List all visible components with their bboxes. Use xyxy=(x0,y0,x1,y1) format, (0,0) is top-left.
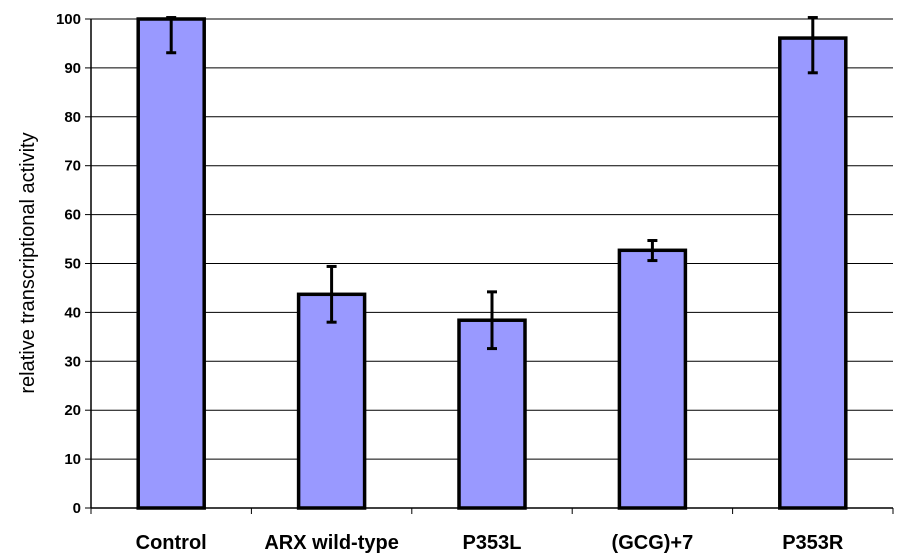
y-tick-label: 10 xyxy=(64,451,81,468)
y-axis-label: relative transcriptional activity xyxy=(17,132,39,393)
y-tick-label: 80 xyxy=(64,109,81,126)
y-tick-label: 30 xyxy=(64,353,81,370)
error-bars xyxy=(166,16,818,351)
bar-1 xyxy=(296,292,367,510)
y-tick-label: 0 xyxy=(73,500,81,517)
y-tick-label: 100 xyxy=(56,11,81,28)
y-tick-labels: 0 10 20 30 40 50 60 70 80 90 100 xyxy=(56,11,81,517)
y-tick-label: 60 xyxy=(64,207,81,224)
y-tick-label: 20 xyxy=(64,402,81,419)
y-tick-label: 40 xyxy=(64,304,81,321)
error-bar-3 xyxy=(647,239,658,263)
bar-4 xyxy=(778,36,848,510)
error-bar-0 xyxy=(166,16,177,55)
x-tick-label: (GCG)+7 xyxy=(612,532,694,554)
bar-0 xyxy=(136,17,206,510)
x-tick-label: ARX wild-type xyxy=(264,532,398,554)
y-tick-label: 90 xyxy=(64,60,81,77)
y-tick-label: 70 xyxy=(64,158,81,175)
x-tick-label: P353L xyxy=(463,532,522,554)
x-tick-label: P353R xyxy=(782,532,844,554)
error-bar-4 xyxy=(807,16,818,75)
y-tick-label: 50 xyxy=(64,256,81,273)
x-tick-labels: Control ARX wild-type P353L (GCG)+7 P353R xyxy=(136,532,844,554)
axes xyxy=(85,18,894,514)
bar-3 xyxy=(617,248,688,510)
error-bar-2 xyxy=(487,290,497,351)
error-bar-1 xyxy=(326,264,337,324)
x-tick-label: Control xyxy=(136,532,207,554)
gridlines xyxy=(91,18,893,460)
